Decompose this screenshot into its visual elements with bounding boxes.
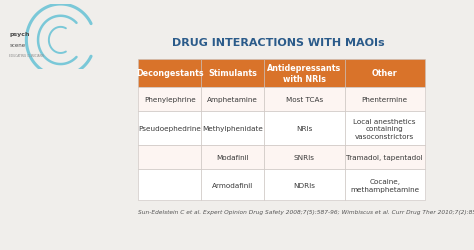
Text: Sun-Edelstein C et al. Expert Opinion Drug Safety 2008;7(5):587-96; Wimbiscus et: Sun-Edelstein C et al. Expert Opinion Dr… bbox=[138, 210, 474, 214]
Bar bbox=[264, 112, 345, 145]
Text: EDUCATING CLINICIANS: EDUCATING CLINICIANS bbox=[9, 54, 44, 58]
Bar bbox=[345, 112, 425, 145]
Text: psych: psych bbox=[9, 32, 30, 37]
Text: Phenylephrine: Phenylephrine bbox=[144, 96, 196, 102]
Bar bbox=[345, 87, 425, 112]
Text: Antidepressants
with NRIs: Antidepressants with NRIs bbox=[267, 64, 342, 84]
Bar bbox=[345, 170, 425, 200]
Bar bbox=[201, 60, 264, 87]
Text: Tramadol, tapentadol: Tramadol, tapentadol bbox=[346, 154, 423, 160]
Bar bbox=[264, 87, 345, 112]
Text: Pseudoephedrine: Pseudoephedrine bbox=[138, 126, 201, 132]
Text: Decongestants: Decongestants bbox=[136, 69, 203, 78]
Text: Cocaine,
methamphetamine: Cocaine, methamphetamine bbox=[350, 178, 419, 192]
Text: scene: scene bbox=[9, 43, 26, 48]
Bar bbox=[345, 60, 425, 87]
Text: Amphetamine: Amphetamine bbox=[207, 96, 258, 102]
Bar bbox=[201, 112, 264, 145]
Text: Methylphenidate: Methylphenidate bbox=[202, 126, 263, 132]
Bar bbox=[201, 87, 264, 112]
Bar bbox=[264, 170, 345, 200]
Text: NDRIs: NDRIs bbox=[293, 182, 315, 188]
Bar bbox=[138, 145, 201, 170]
Text: NRIs: NRIs bbox=[296, 126, 313, 132]
Text: Stimulants: Stimulants bbox=[209, 69, 257, 78]
Bar bbox=[201, 145, 264, 170]
Text: Modafinil: Modafinil bbox=[217, 154, 249, 160]
Bar bbox=[138, 112, 201, 145]
Text: Phentermine: Phentermine bbox=[362, 96, 408, 102]
Text: Armodafinil: Armodafinil bbox=[212, 182, 254, 188]
Bar bbox=[138, 170, 201, 200]
Text: Local anesthetics
containing
vasoconstrictors: Local anesthetics containing vasoconstri… bbox=[354, 118, 416, 139]
Text: Other: Other bbox=[372, 69, 398, 78]
Text: Most TCAs: Most TCAs bbox=[286, 96, 323, 102]
Bar bbox=[201, 170, 264, 200]
Text: DRUG INTERACTIONS WITH MAOIs: DRUG INTERACTIONS WITH MAOIs bbox=[172, 38, 384, 48]
Bar bbox=[345, 145, 425, 170]
Bar bbox=[138, 60, 201, 87]
Bar bbox=[264, 145, 345, 170]
Bar bbox=[138, 87, 201, 112]
Bar bbox=[264, 60, 345, 87]
Text: SNRIs: SNRIs bbox=[294, 154, 315, 160]
